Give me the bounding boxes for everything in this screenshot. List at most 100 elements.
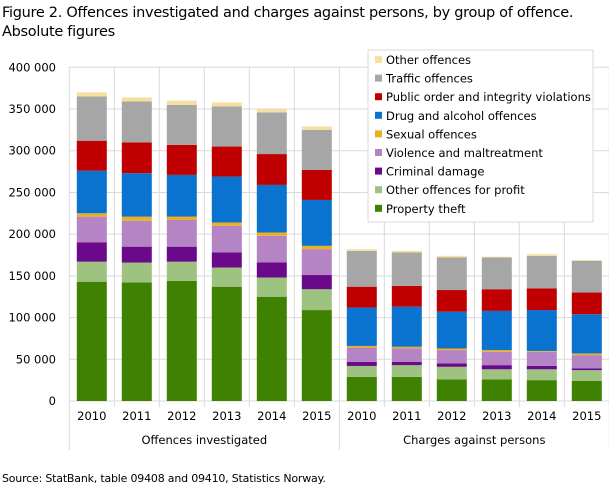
bar-segment	[481, 379, 512, 401]
bar-segment	[256, 154, 287, 185]
bar-segment	[166, 216, 197, 220]
bar-segment	[256, 109, 287, 113]
bar-segment	[526, 351, 557, 366]
y-tick-label: 100 000	[8, 311, 56, 325]
bar-segment	[571, 370, 602, 381]
bar-segment	[571, 260, 602, 261]
bar-segment	[301, 245, 332, 250]
group-label: Charges against persons	[403, 433, 545, 447]
bar-segment	[211, 176, 242, 223]
bar-segment	[436, 379, 467, 401]
bar-segment	[571, 314, 602, 354]
bar-segment	[301, 289, 332, 311]
y-tick-label: 50 000	[16, 352, 56, 366]
bar-segment	[211, 225, 242, 253]
x-tick-label: 2014	[527, 409, 556, 423]
y-tick-label: 150 000	[8, 269, 56, 283]
bar-segment	[76, 281, 107, 401]
x-tick-label: 2015	[572, 409, 601, 423]
bar-segment	[121, 142, 152, 174]
y-tick-label: 400 000	[8, 60, 56, 74]
legend-swatch	[375, 56, 382, 63]
bar-segment	[436, 255, 467, 258]
bar-segment	[121, 216, 152, 221]
bar-segment	[121, 262, 152, 283]
y-tick-label: 250 000	[8, 185, 56, 199]
x-tick-label: 2010	[77, 409, 106, 423]
bar-segment	[436, 366, 467, 380]
x-tick-label: 2011	[392, 409, 421, 423]
legend-swatch	[375, 186, 382, 194]
bar-segment	[256, 235, 287, 263]
bar-segment	[571, 380, 602, 401]
bar-segment	[301, 310, 332, 401]
y-tick-label: 0	[49, 394, 56, 408]
bar-segment	[571, 355, 602, 369]
bar-segment	[391, 306, 422, 347]
bar-segment	[481, 350, 512, 352]
bar-segment	[166, 280, 197, 401]
bar-segment	[166, 261, 197, 281]
legend-label: Property theft	[386, 202, 466, 216]
legend-label: Other offences for profit	[386, 183, 525, 197]
bar-segment	[526, 254, 557, 256]
bar-segment	[346, 376, 377, 401]
bar-segment	[346, 286, 377, 308]
x-tick-label: 2013	[482, 409, 511, 423]
bar-segment	[211, 146, 242, 177]
bar-segment	[571, 292, 602, 315]
bar-segment	[391, 376, 422, 401]
source-note: Source: StatBank, table 09408 and 09410,…	[2, 472, 326, 485]
bar-segment	[211, 252, 242, 268]
bar-segment	[526, 310, 557, 351]
bar-segment	[436, 350, 467, 364]
legend-box	[367, 49, 594, 223]
bar-segment	[526, 380, 557, 401]
bar-segment	[301, 169, 332, 200]
chart-title: Figure 2. Offences investigated and char…	[2, 5, 574, 40]
bar-segment	[166, 144, 197, 175]
bar-segment	[391, 250, 422, 253]
legend-label: Traffic offences	[385, 72, 473, 86]
bar-segment	[121, 173, 152, 217]
legend-swatch	[375, 130, 382, 138]
bar-segment	[526, 255, 557, 289]
bar-segment	[481, 351, 512, 366]
bar-segment	[121, 246, 152, 263]
bar-segment	[211, 267, 242, 287]
bar-segment	[346, 307, 377, 346]
legend-label: Other offences	[386, 53, 471, 67]
bar-segment	[481, 310, 512, 351]
bar-segment	[211, 286, 242, 401]
bar-segment	[166, 174, 197, 217]
bar-segment	[76, 213, 107, 217]
bar-segment	[76, 261, 107, 282]
legend-label: Drug and alcohol offences	[386, 109, 537, 123]
bar-segment	[256, 277, 287, 297]
bar-segment	[121, 101, 152, 143]
bar-segment	[166, 104, 197, 145]
bar-segment	[256, 112, 287, 155]
legend-swatch	[375, 167, 382, 175]
bar-segment	[166, 219, 197, 247]
bar-segment	[256, 232, 287, 236]
bar-segment	[301, 129, 332, 170]
bar-segment	[301, 249, 332, 276]
legend-label: Public order and integrity violations	[386, 90, 591, 104]
legend-label: Criminal damage	[386, 165, 485, 179]
bar-segment	[391, 361, 422, 366]
bar-segment	[436, 363, 467, 367]
group-label: Offences investigated	[141, 433, 267, 447]
bar-segment	[76, 216, 107, 243]
legend-swatch	[375, 74, 382, 82]
y-tick-label: 200 000	[8, 227, 56, 241]
bar-segment	[391, 348, 422, 362]
bar-segment	[346, 345, 377, 348]
bar-segment	[121, 220, 152, 247]
bar-segment	[256, 184, 287, 233]
bar-segment	[346, 249, 377, 251]
y-tick-label: 300 000	[8, 144, 56, 158]
bar-segment	[481, 256, 512, 258]
bar-segment	[391, 365, 422, 377]
